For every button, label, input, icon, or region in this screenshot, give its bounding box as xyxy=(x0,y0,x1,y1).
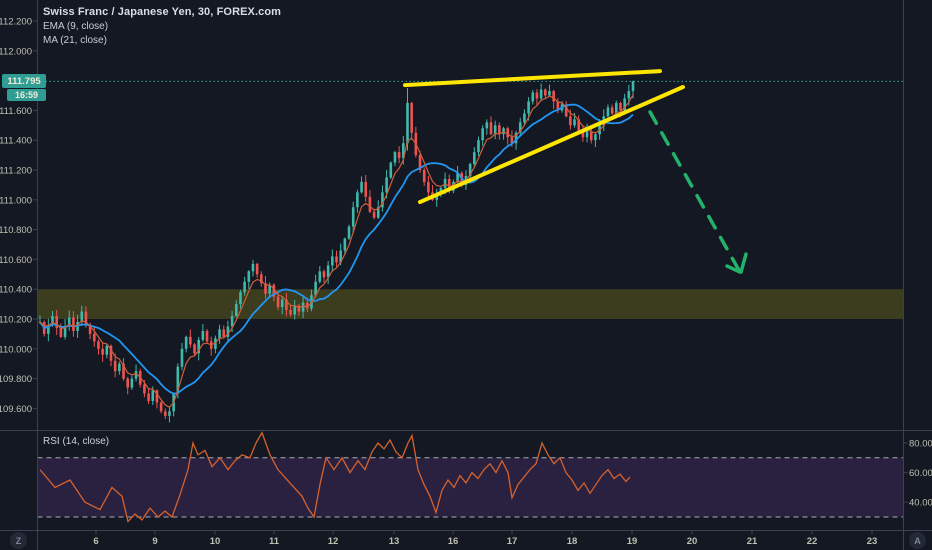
time-tick-label: 18 xyxy=(567,536,578,547)
ma-21-line[interactable] xyxy=(39,103,634,395)
time-tick-label: 12 xyxy=(328,536,339,547)
support-zone[interactable] xyxy=(37,289,904,320)
symbol-title[interactable]: Swiss Franc / Japanese Yen, 30, FOREX.co… xyxy=(43,6,282,18)
price-tick-label: 110.200 xyxy=(0,315,32,326)
price-tick-label: 111.200 xyxy=(0,166,32,177)
price-tick-label: 112.200 xyxy=(0,17,32,28)
price-axis[interactable]: 112.200 112.000 111.600 111.400 111.200 111.0… xyxy=(0,17,38,415)
time-tick-label: 13 xyxy=(389,536,400,547)
price-tick-label: 109.800 xyxy=(0,374,32,385)
time-tick-label: 17 xyxy=(507,536,518,547)
price-tick-label: 110.000 xyxy=(0,344,32,355)
price-tick-label: 110.400 xyxy=(0,285,32,296)
projection-arrow[interactable] xyxy=(648,110,748,274)
price-tick-label: 110.800 xyxy=(0,225,32,236)
indicator-ma-label[interactable]: MA (21, close) xyxy=(43,35,107,46)
price-tick-label: 110.600 xyxy=(0,255,32,266)
rsi-tick-label: 80.00 xyxy=(909,439,932,450)
time-tick-label: 22 xyxy=(807,536,818,547)
price-tick-label: 111.000 xyxy=(0,195,32,206)
ema-9-line[interactable] xyxy=(39,94,634,408)
price-tick-label: 111.600 xyxy=(0,106,32,117)
candlestick-series xyxy=(38,80,635,423)
timezone-badge[interactable]: Z xyxy=(10,532,27,549)
upper-trendline[interactable] xyxy=(403,69,662,88)
time-tick-label: 19 xyxy=(627,536,638,547)
rsi-axis[interactable]: 80.00 60.00 40.00 xyxy=(903,439,932,509)
time-tick-label: 16 xyxy=(448,536,459,547)
time-tick-label: 11 xyxy=(269,536,280,547)
time-tick-label: 9 xyxy=(152,536,157,547)
chart-legend: Swiss Franc / Japanese Yen, 30, FOREX.co… xyxy=(43,6,281,47)
last-price-label: 111.795 xyxy=(2,74,46,88)
rsi-indicator-label[interactable]: RSI (14, close) xyxy=(43,436,110,447)
price-tick-label: 109.600 xyxy=(0,404,32,415)
time-tick-label: 10 xyxy=(210,536,221,547)
auto-scale-badge[interactable]: A xyxy=(909,532,926,549)
bar-close-countdown: 16:59 xyxy=(7,89,46,101)
time-tick-label: 23 xyxy=(867,536,878,547)
rsi-band xyxy=(37,457,904,518)
time-axis[interactable]: 6 9 10 11 12 13 16 17 18 19 20 21 22 23 xyxy=(93,530,878,548)
price-tick-label: 111.400 xyxy=(0,136,32,147)
indicator-ema-label[interactable]: EMA (9, close) xyxy=(43,21,109,32)
rsi-line xyxy=(39,431,631,523)
price-tick-label: 112.000 xyxy=(0,46,32,57)
lower-trendline[interactable] xyxy=(418,85,685,205)
time-tick-label: 6 xyxy=(93,536,98,547)
time-tick-label: 21 xyxy=(747,536,758,547)
rsi-tick-label: 60.00 xyxy=(909,468,932,479)
time-tick-label: 20 xyxy=(687,536,698,547)
rsi-tick-label: 40.00 xyxy=(909,498,932,509)
